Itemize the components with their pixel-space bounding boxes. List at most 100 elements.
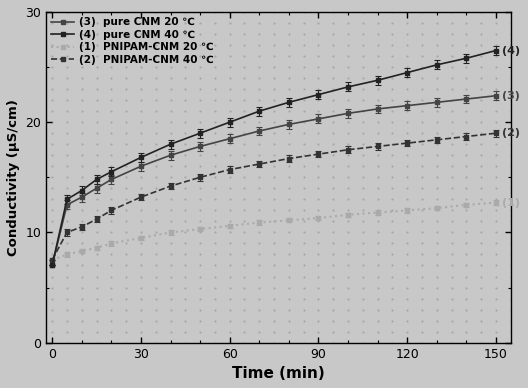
Point [285, 53, 293, 59]
Point [462, 31, 470, 37]
Point [373, 251, 382, 258]
Point [373, 340, 382, 346]
Point [196, 295, 204, 301]
Point [285, 340, 293, 346]
Point [359, 9, 367, 15]
Point [359, 53, 367, 59]
Point [299, 141, 308, 147]
Point [225, 196, 234, 203]
Point [285, 185, 293, 191]
Point [447, 64, 456, 70]
Point [181, 229, 190, 236]
Point [63, 31, 71, 37]
Point [432, 174, 441, 180]
Point [359, 86, 367, 92]
Point [255, 130, 263, 136]
Point [314, 185, 323, 191]
Point [107, 185, 116, 191]
Point [344, 31, 352, 37]
Point [270, 196, 278, 203]
Point [270, 274, 278, 280]
Point [92, 196, 101, 203]
Point [492, 262, 500, 268]
Point [447, 31, 456, 37]
Point [166, 329, 175, 335]
Point [359, 20, 367, 26]
Point [447, 53, 456, 59]
Point [78, 152, 86, 158]
Point [270, 130, 278, 136]
Point [240, 274, 249, 280]
Point [418, 307, 426, 313]
Point [78, 86, 86, 92]
Point [137, 340, 145, 346]
Point [359, 130, 367, 136]
Point [299, 20, 308, 26]
Point [78, 75, 86, 81]
Point [137, 218, 145, 225]
Point [477, 75, 485, 81]
Point [137, 163, 145, 170]
Point [137, 207, 145, 213]
Point [211, 108, 219, 114]
Point [92, 185, 101, 191]
Point [137, 295, 145, 301]
Point [299, 174, 308, 180]
Point [329, 284, 337, 291]
Point [462, 229, 470, 236]
Point [181, 240, 190, 246]
Point [344, 130, 352, 136]
Point [196, 119, 204, 125]
Point [314, 9, 323, 15]
Point [344, 274, 352, 280]
Point [122, 340, 130, 346]
Point [388, 141, 397, 147]
Point [359, 329, 367, 335]
Point [359, 284, 367, 291]
Point [270, 174, 278, 180]
Point [447, 163, 456, 170]
Point [299, 42, 308, 48]
Text: (2): (2) [502, 128, 520, 138]
Point [92, 9, 101, 15]
Point [359, 64, 367, 70]
Point [255, 20, 263, 26]
Point [506, 307, 515, 313]
Point [477, 152, 485, 158]
Point [211, 317, 219, 324]
Point [122, 42, 130, 48]
Point [403, 218, 411, 225]
Point [506, 218, 515, 225]
Point [166, 163, 175, 170]
Point [418, 64, 426, 70]
Point [373, 152, 382, 158]
Point [477, 284, 485, 291]
Point [92, 229, 101, 236]
Point [181, 262, 190, 268]
Point [196, 229, 204, 236]
Point [152, 119, 160, 125]
Point [92, 163, 101, 170]
Point [122, 20, 130, 26]
Point [255, 97, 263, 103]
Point [152, 97, 160, 103]
Point [477, 251, 485, 258]
Point [166, 20, 175, 26]
Point [152, 329, 160, 335]
Point [78, 163, 86, 170]
Point [373, 163, 382, 170]
Point [92, 207, 101, 213]
Point [285, 196, 293, 203]
Point [285, 119, 293, 125]
Point [299, 329, 308, 335]
Point [506, 274, 515, 280]
Point [344, 307, 352, 313]
Point [270, 185, 278, 191]
Point [78, 329, 86, 335]
Point [122, 229, 130, 236]
Point [506, 207, 515, 213]
Point [314, 295, 323, 301]
Point [418, 240, 426, 246]
Point [211, 185, 219, 191]
Point [492, 53, 500, 59]
